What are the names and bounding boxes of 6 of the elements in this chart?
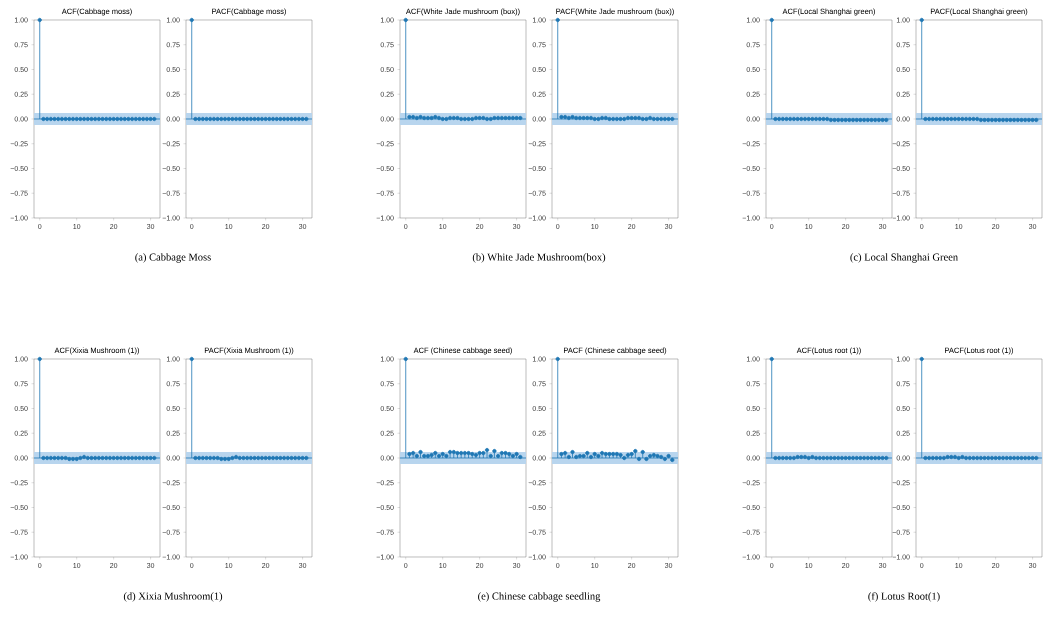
- text: (b) White Jade Mushroom(box): [472, 253, 606, 263]
- text: (f) Lotus Root(1): [868, 592, 940, 602]
- text: (d) Xixia Mushroom(1): [123, 592, 223, 602]
- text: (e) Chinese cabbage seedling: [478, 592, 601, 602]
- text: (c) Local Shanghai Green: [850, 253, 958, 263]
- text: (a) Cabbage Moss: [135, 253, 211, 263]
